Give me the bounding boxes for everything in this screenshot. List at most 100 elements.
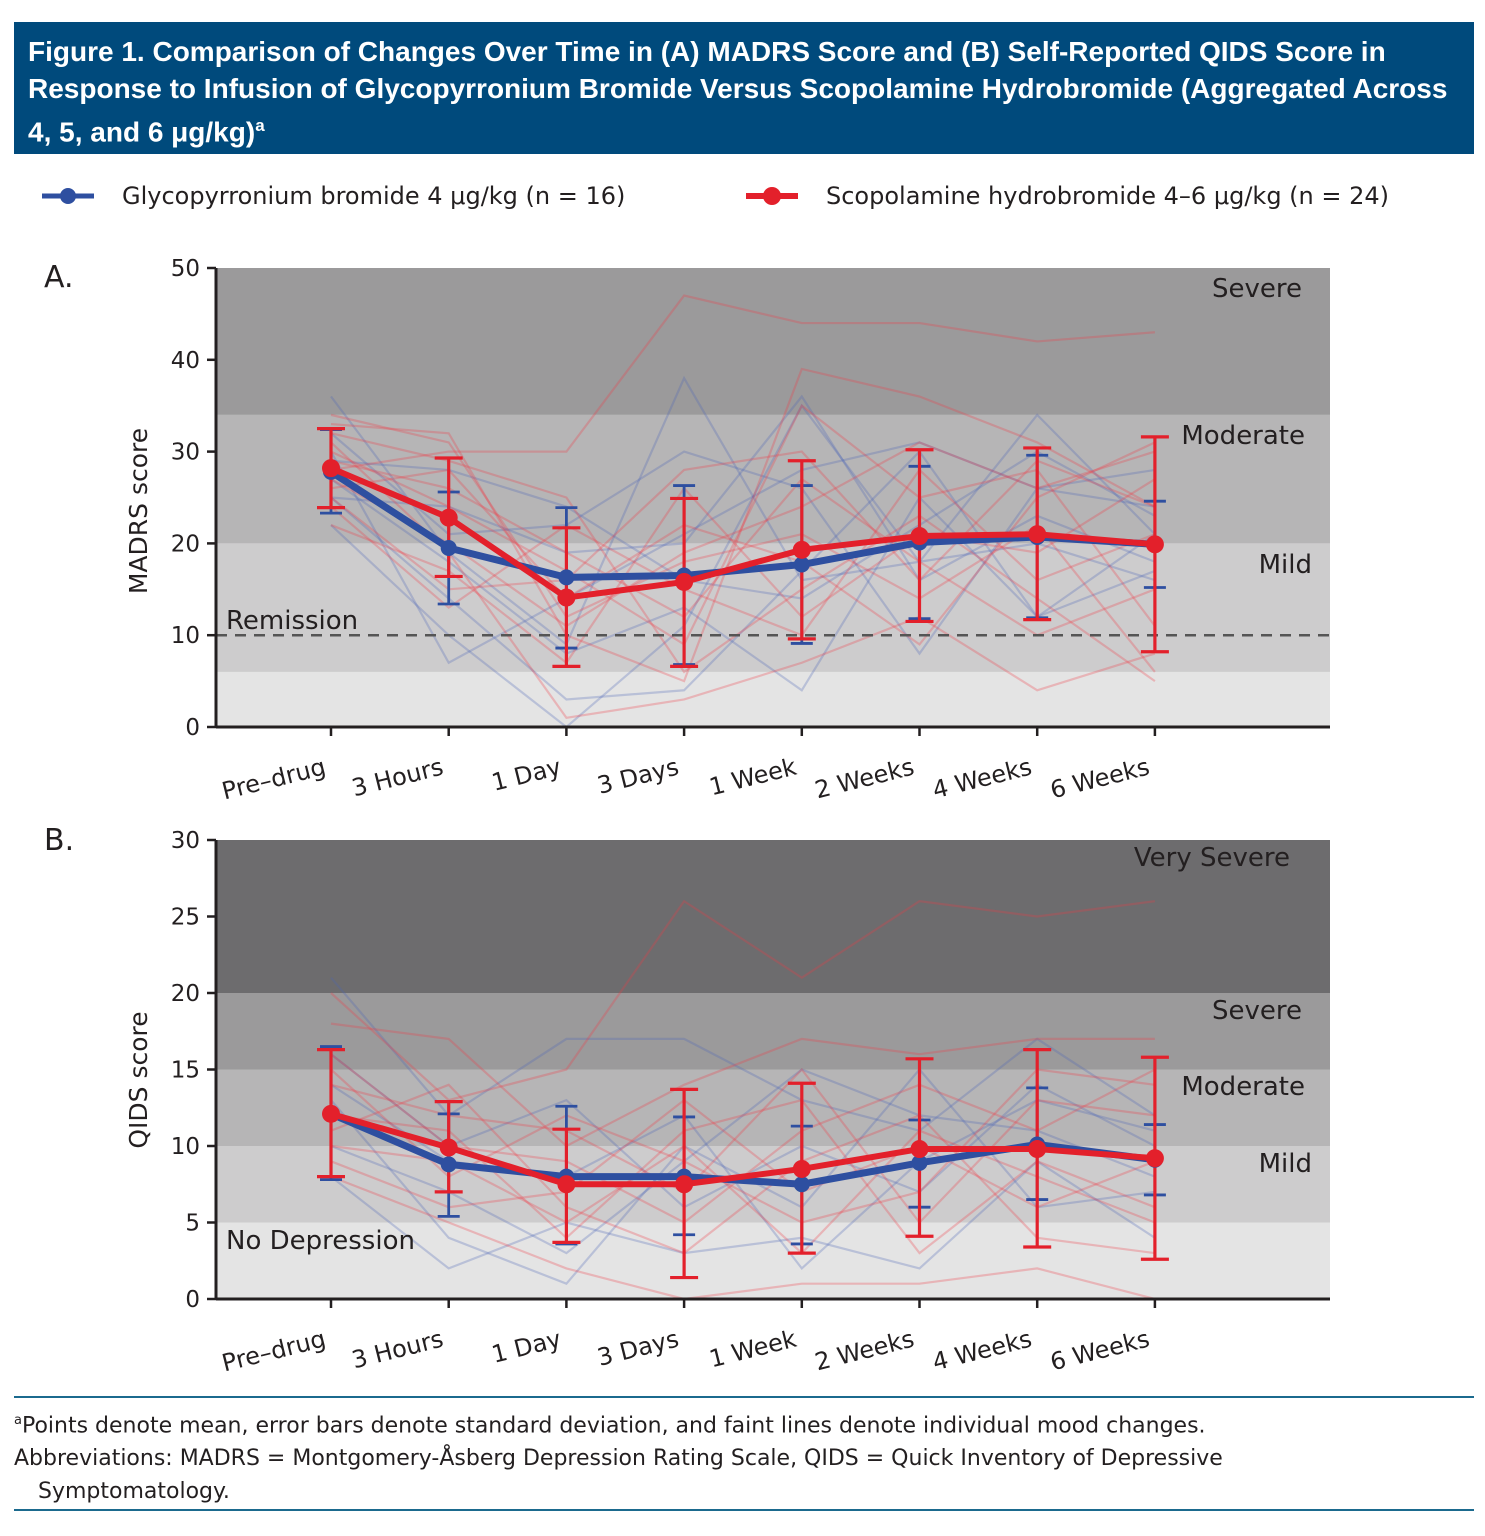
madrs-individual-glyco-line <box>330 450 1156 600</box>
madrs-x-tick-label: 1 Day <box>489 753 564 797</box>
qids-individual-scop-line <box>330 1022 1155 1148</box>
madrs-scop-mean-point <box>675 572 694 591</box>
madrs-glyco-mean-point <box>558 569 575 586</box>
madrs-y-tick-label: 20 <box>171 531 200 557</box>
madrs-individual-glyco-line <box>330 403 1156 729</box>
qids-individual-scop-line <box>330 1083 1156 1255</box>
qids-individual-scop-line <box>330 1175 1156 1301</box>
madrs-y-tick-label: 40 <box>171 348 200 374</box>
madrs-individual-glyco-line <box>330 394 1156 582</box>
qids-y-tick-label: 0 <box>185 1287 200 1313</box>
qids-x-tick-label: 1 Week <box>706 1325 799 1374</box>
qids-glyco-mean-point <box>911 1154 928 1171</box>
madrs-individual-glyco-line <box>330 441 1156 665</box>
qids-x-tick-label: 3 Days <box>594 1325 681 1372</box>
qids-y-axis-label: QIDS score <box>124 1011 153 1148</box>
qids-y-tick-label: 15 <box>171 1058 200 1084</box>
madrs-scop-mean-point <box>322 459 340 478</box>
madrs-individual-scop-line <box>330 441 1156 628</box>
qids-scop-mean-point <box>439 1138 458 1157</box>
madrs-individual-glyco-line <box>330 478 1156 692</box>
qids-x-tick-label: 6 Weeks <box>1047 1325 1152 1377</box>
madrs-individual-scop-line <box>330 441 1156 646</box>
qids-band-label-moderate: Moderate <box>1181 1072 1305 1102</box>
title-footnote-marker: a <box>255 116 265 135</box>
qids-x-tick-label: 3 Hours <box>349 1325 446 1375</box>
madrs-band-label-mild: Mild <box>1259 550 1312 580</box>
madrs-individual-scop-line <box>330 441 1156 720</box>
qids-individual-glyco-line <box>330 1159 1156 1270</box>
qids-band-label-no-depression: No Depression <box>226 1226 415 1256</box>
footnotes: aPoints denote mean, error bars denote s… <box>14 1404 1454 1508</box>
qids-scop-mean-point <box>792 1159 811 1178</box>
madrs-individual-scop-line <box>330 404 1156 646</box>
madrs-band-base0 <box>216 671 1330 727</box>
madrs-individual-scop-line <box>330 367 1156 683</box>
qids-y-tick-label: 20 <box>171 981 200 1007</box>
qids-scop-mean-point <box>1028 1140 1047 1159</box>
legend-label-glycopyrronium: Glycopyrronium bromide 4 μg/kg (n = 16) <box>122 182 626 210</box>
madrs-individual-scop-line <box>330 468 1156 637</box>
madrs-y-tick-label: 10 <box>171 623 200 649</box>
qids-x-tick-label: 1 Day <box>489 1325 564 1369</box>
qids-panel-label: B. <box>44 823 74 858</box>
madrs-x-tick-label: 4 Weeks <box>930 753 1035 805</box>
madrs-scop-mean-line <box>329 465 1156 601</box>
madrs-glyco-mean-point <box>793 556 810 573</box>
footnote-bottom-rule <box>14 1509 1474 1511</box>
madrs-individual-glyco-line <box>330 449 1156 701</box>
madrs-y-tick-label: 30 <box>171 440 200 466</box>
madrs-y-axis-label: MADRS score <box>124 428 153 594</box>
footnote-a: aPoints denote mean, error bars denote s… <box>14 1404 1454 1442</box>
qids-scop-mean-point <box>1145 1149 1164 1168</box>
qids-scop-mean-point <box>675 1175 694 1194</box>
qids-individual-glyco-line <box>330 1068 1156 1255</box>
madrs-individual-scop-line <box>330 478 1156 665</box>
madrs-individual-scop-line <box>330 432 1156 683</box>
qids-panel: No Depression Mild Moderate Severe Very Seve… <box>44 823 1330 1377</box>
qids-glyco-mean-point <box>440 1156 457 1173</box>
madrs-glyco-mean-point <box>440 539 457 556</box>
madrs-individual-glyco-line <box>330 375 1156 647</box>
figure-title-box: Figure 1. Comparison of Changes Over Tim… <box>14 22 1474 154</box>
madrs-scop-mean-point <box>792 540 811 559</box>
madrs-scop-mean-point <box>557 588 576 607</box>
qids-y-tick-label: 25 <box>171 905 200 931</box>
qids-individual-scop-line <box>330 1129 1156 1255</box>
charts-canvas: Remission Mild Moderate Severe 0 10 20 30 40 50 Pr… <box>44 256 1330 1377</box>
madrs-scop-mean-point <box>1145 535 1164 554</box>
madrs-x-tick-label: Pre–drug <box>219 753 328 806</box>
qids-individual-glyco-line <box>330 976 1156 1132</box>
footnote-abbreviations-cont: Symptomatology. <box>38 1479 230 1505</box>
madrs-x-tick-label: 6 Weeks <box>1047 753 1152 805</box>
qids-individual-scop-line <box>330 1098 1156 1255</box>
figure-title: Figure 1. Comparison of Changes Over Tim… <box>28 33 1460 150</box>
qids-scop-mean-point <box>910 1140 929 1159</box>
madrs-x-tick-label: 3 Days <box>594 753 681 800</box>
qids-individual-scop-line <box>330 1067 1156 1225</box>
qids-band-label-mild: Mild <box>1259 1149 1312 1179</box>
footnote-a-marker: a <box>14 1413 22 1428</box>
madrs-scop-mean-point <box>1028 525 1047 544</box>
madrs-panel: Remission Mild Moderate Severe 0 10 20 30 40 50 Pr… <box>44 256 1330 805</box>
qids-y-tick-label: 30 <box>171 828 200 854</box>
footnote-a-text: Points denote mean, error bars denote st… <box>21 1413 1206 1439</box>
legend-swatch-scopolamine <box>746 187 798 205</box>
madrs-remission-label: Remission <box>226 606 358 636</box>
madrs-x-tick-label: 2 Weeks <box>812 753 917 805</box>
qids-glyco-mean-point <box>793 1176 810 1193</box>
qids-scop-mean-point <box>557 1175 576 1194</box>
qids-x-tick-label: 2 Weeks <box>812 1325 917 1377</box>
qids-band-label-very-severe: Very Severe <box>1134 843 1290 873</box>
footnote-top-rule <box>14 1396 1474 1398</box>
madrs-scop-mean-point <box>439 508 458 527</box>
qids-individual-scop-line <box>330 1098 1156 1209</box>
qids-band-label-severe: Severe <box>1212 996 1302 1026</box>
madrs-glyco-mean-line <box>329 468 1156 581</box>
madrs-y-tick-label: 50 <box>171 256 200 282</box>
qids-scop-mean-line <box>330 1110 1156 1188</box>
qids-band-very-severe <box>216 840 1330 993</box>
figure-title-text: Figure 1. Comparison of Changes Over Tim… <box>28 36 1448 148</box>
qids-scop-mean-point <box>322 1104 340 1123</box>
madrs-individual-scop-line <box>330 294 1155 472</box>
